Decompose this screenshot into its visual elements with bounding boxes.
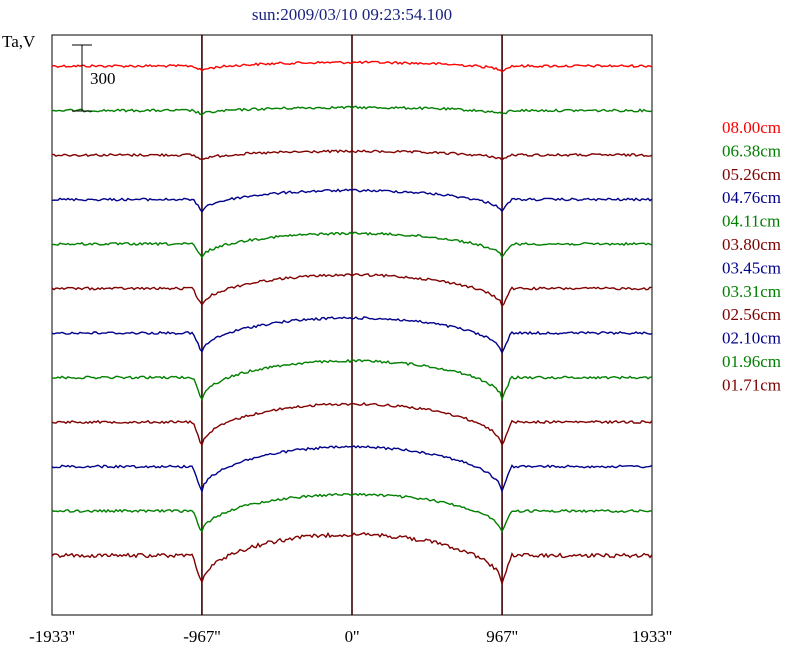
legend-entry: 03.31cm xyxy=(722,282,781,301)
series-line-06.38cm xyxy=(51,105,653,116)
series-line-02.10cm xyxy=(51,444,653,494)
x-axis-ticks: -1933'' -967'' 0'' 967'' 1933'' xyxy=(29,627,672,646)
series-line-03.80cm xyxy=(51,273,653,308)
legend-entry: 01.96cm xyxy=(722,352,781,371)
legend-entry: 05.26cm xyxy=(722,165,781,184)
series-line-03.45cm xyxy=(51,316,653,355)
legend-entry: 04.76cm xyxy=(722,188,781,207)
legend-entry: 02.56cm xyxy=(722,305,781,324)
legend: 08.00cm 06.38cm 05.26cm 04.76cm 04.11cm 03.80… xyxy=(722,118,781,394)
x-tick-label: 967'' xyxy=(486,627,518,646)
legend-entry: 03.80cm xyxy=(722,235,781,254)
series-line-04.11cm xyxy=(51,231,653,259)
x-tick-label: 1933'' xyxy=(632,627,672,646)
x-tick-label: -967'' xyxy=(183,627,220,646)
chart-title: sun:2009/03/10 09:23:54.100 xyxy=(252,5,452,24)
series-line-03.31cm xyxy=(52,358,653,402)
series-lines xyxy=(51,60,653,586)
y-axis-label: Ta,V xyxy=(2,32,36,51)
scale-bar: 300 xyxy=(72,44,116,112)
series-line-01.71cm xyxy=(51,531,653,586)
legend-entry: 04.11cm xyxy=(722,212,780,231)
vertical-reference-lines xyxy=(201,35,503,615)
series-line-05.26cm xyxy=(51,149,653,162)
legend-entry: 01.71cm xyxy=(722,375,781,394)
series-line-08.00cm xyxy=(51,60,653,73)
legend-entry: 08.00cm xyxy=(722,118,781,137)
series-line-02.56cm xyxy=(51,402,653,447)
x-tick-label: -1933'' xyxy=(29,627,75,646)
series-line-01.96cm xyxy=(51,492,653,534)
series-line-04.76cm xyxy=(51,188,653,214)
legend-entry: 03.45cm xyxy=(722,258,781,277)
scale-bar-label: 300 xyxy=(90,69,116,88)
legend-entry: 06.38cm xyxy=(722,141,781,160)
legend-entry: 02.10cm xyxy=(722,329,781,348)
x-tick-label: 0'' xyxy=(345,627,360,646)
